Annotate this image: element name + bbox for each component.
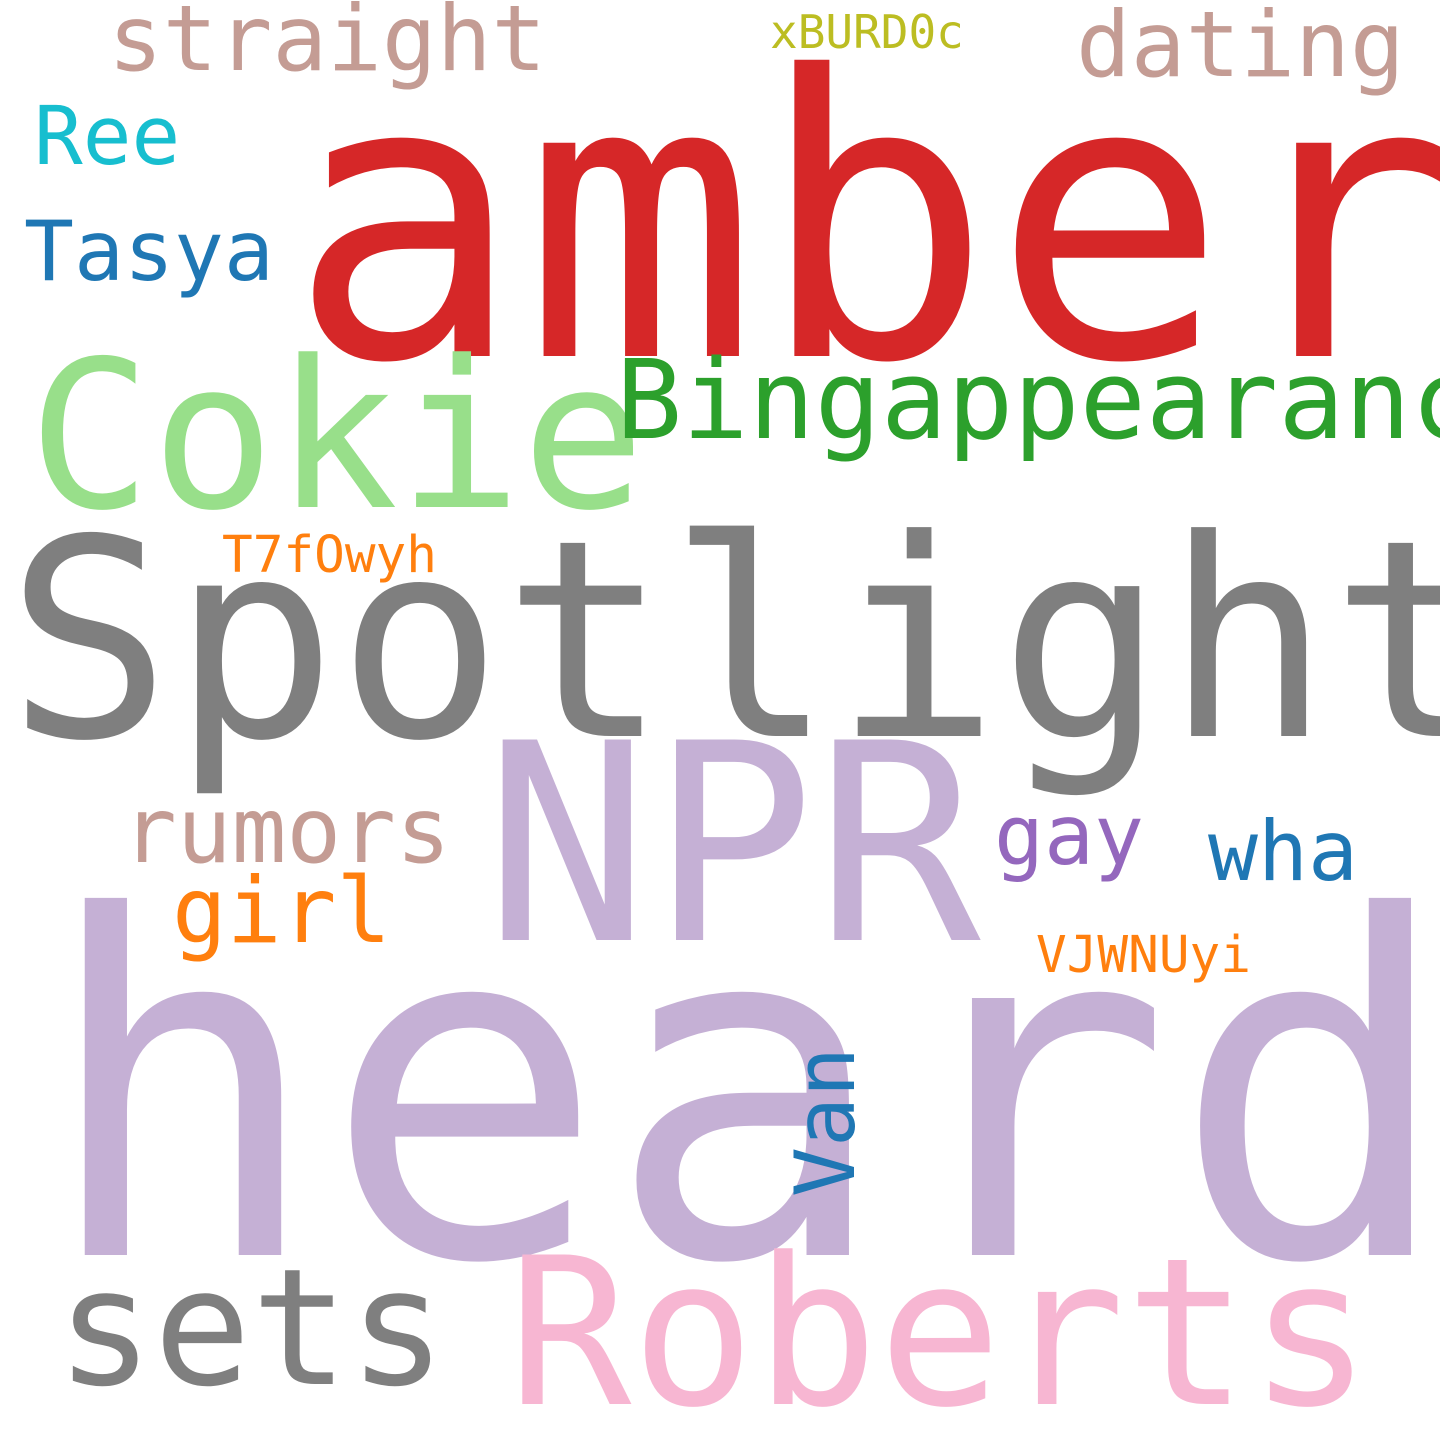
word-cokie: Cokie [28,318,646,556]
word-t7f0wyh: T7fOwyh [222,526,437,585]
word-spotlight: Spotlight [6,481,1440,801]
word-rumors: rumors [122,779,451,884]
word-xburd0c: xBURD0c [770,5,964,59]
word-bingappearance: Bingappearance [616,336,1440,464]
word-wha: wha [1208,803,1358,900]
word-npr: NPR [484,685,981,1005]
word-roberts: Roberts [508,1215,1372,1440]
word-ree: Ree [34,90,181,184]
word-straight: straight [108,0,547,92]
word-gay: gay [994,787,1144,884]
word-tasya: Tasya [24,203,274,300]
word-van: Van [777,1047,874,1197]
word-sets: sets [56,1235,447,1423]
word-heard: heard [40,819,1440,1366]
word-girl: girl [172,859,392,964]
word-dating: dating [1076,0,1405,98]
word-vjwnuyi: VJWNUyi [1036,926,1251,985]
word-amber: amber [288,0,1440,448]
